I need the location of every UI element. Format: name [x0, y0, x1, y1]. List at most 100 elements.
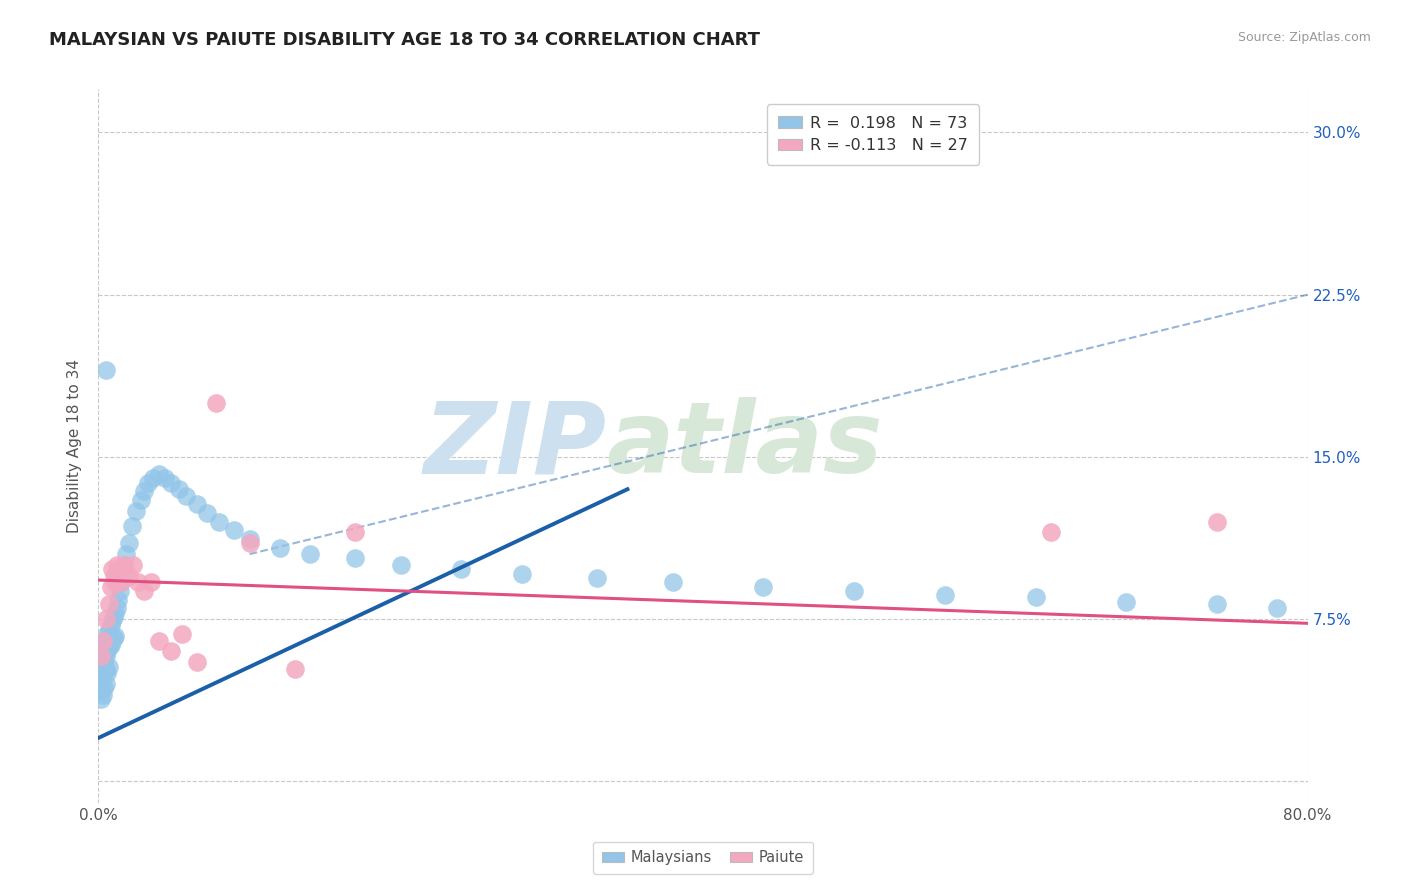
Point — [205, 396, 228, 410]
Point — [104, 629, 127, 643]
Point — [98, 597, 121, 611]
Point — [142, 471, 165, 485]
Point — [186, 497, 208, 511]
Point — [141, 575, 163, 590]
Point — [94, 648, 117, 663]
Point — [1206, 597, 1229, 611]
Point — [662, 575, 685, 590]
Point — [125, 504, 148, 518]
Point — [112, 558, 135, 572]
Point — [104, 575, 127, 590]
Point — [195, 506, 218, 520]
Point — [1267, 601, 1289, 615]
Point — [127, 575, 149, 590]
Point — [153, 471, 176, 485]
Point — [96, 627, 118, 641]
Point — [90, 662, 112, 676]
Text: ZIP: ZIP — [423, 398, 606, 494]
Point — [132, 484, 155, 499]
Point — [94, 677, 117, 691]
Point — [132, 583, 155, 598]
Point — [160, 475, 183, 490]
Point — [93, 681, 115, 696]
Point — [118, 536, 141, 550]
Point — [174, 489, 197, 503]
Point — [98, 623, 121, 637]
Point — [90, 648, 112, 663]
Point — [91, 670, 114, 684]
Point — [110, 575, 132, 590]
Point — [89, 683, 111, 698]
Point — [1039, 525, 1062, 540]
Point — [103, 632, 125, 646]
Point — [110, 575, 132, 590]
Point — [94, 612, 117, 626]
Point — [586, 571, 609, 585]
Point — [844, 583, 866, 598]
Point — [100, 580, 122, 594]
Point — [100, 638, 122, 652]
Point — [344, 551, 367, 566]
Point — [752, 580, 775, 594]
Point — [94, 662, 117, 676]
Point — [208, 515, 231, 529]
Point — [105, 558, 128, 572]
Point — [269, 541, 291, 555]
Point — [89, 655, 111, 669]
Point — [94, 363, 117, 377]
Point — [103, 568, 125, 582]
Point — [934, 588, 956, 602]
Point — [93, 640, 115, 654]
Point — [136, 475, 159, 490]
Point — [450, 562, 472, 576]
Point — [167, 482, 190, 496]
Point — [89, 670, 111, 684]
Point — [91, 644, 114, 658]
Point — [101, 633, 124, 648]
Point — [91, 633, 114, 648]
Point — [170, 627, 193, 641]
Point — [107, 592, 129, 607]
Point — [100, 618, 122, 632]
Point — [93, 666, 115, 681]
Point — [121, 519, 143, 533]
Point — [510, 566, 533, 581]
Point — [160, 644, 183, 658]
Point — [1024, 591, 1046, 605]
Text: atlas: atlas — [606, 398, 883, 494]
Point — [1206, 515, 1229, 529]
Legend: Malaysians, Paiute: Malaysians, Paiute — [593, 841, 813, 874]
Point — [1115, 595, 1137, 609]
Point — [239, 536, 262, 550]
Point — [112, 558, 135, 572]
Point — [284, 662, 307, 676]
Point — [344, 525, 367, 540]
Point — [101, 562, 124, 576]
Point — [107, 565, 129, 579]
Point — [299, 547, 322, 561]
Point — [108, 583, 131, 598]
Point — [239, 532, 262, 546]
Point — [90, 648, 112, 663]
Point — [98, 659, 121, 673]
Point — [122, 558, 145, 572]
Point — [114, 547, 136, 561]
Point — [111, 566, 134, 581]
Point — [94, 633, 117, 648]
Point — [148, 633, 170, 648]
Point — [90, 692, 112, 706]
Point — [91, 688, 114, 702]
Point — [389, 558, 412, 572]
Point — [129, 493, 152, 508]
Point — [96, 644, 118, 658]
Point — [90, 679, 112, 693]
Point — [103, 610, 125, 624]
Point — [118, 568, 141, 582]
Point — [98, 640, 121, 654]
Point — [224, 524, 246, 538]
Point — [101, 614, 124, 628]
Text: Source: ZipAtlas.com: Source: ZipAtlas.com — [1237, 31, 1371, 45]
Point — [96, 666, 118, 681]
Point — [93, 655, 115, 669]
Point — [91, 657, 114, 672]
